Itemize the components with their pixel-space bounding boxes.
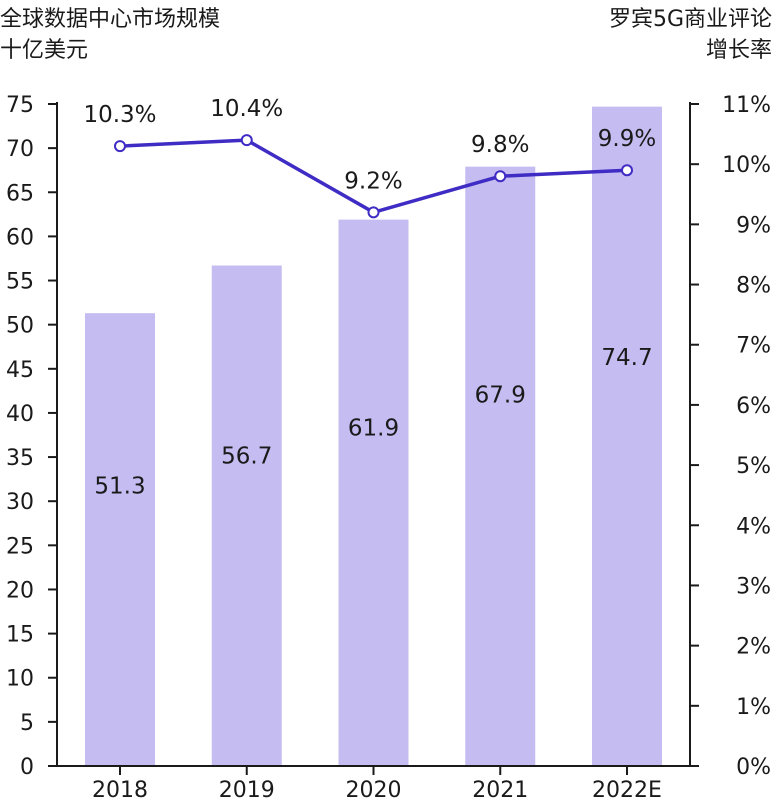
- line-label-2021: 9.8%: [471, 132, 529, 158]
- right-axis-ticks: 0% 1% 2% 3% 4% 5% 6% 7% 8% 9% 10% 11%: [690, 93, 771, 780]
- x-tick-label: 2020: [346, 778, 402, 803]
- x-tick-label: 2022E: [592, 778, 662, 803]
- bar-label-2022E: 74.7: [601, 345, 652, 371]
- bar-2021: [465, 166, 536, 767]
- left-tick-label: 35: [6, 446, 34, 471]
- right-tick-label: 3%: [736, 574, 771, 599]
- left-tick-label: 5: [20, 711, 34, 736]
- left-tick-label: 25: [6, 534, 34, 559]
- left-axis-unit: 十亿美元: [0, 38, 89, 63]
- line-point-2022E: [621, 164, 633, 177]
- left-tick-label: 70: [6, 137, 34, 162]
- line-point-2020: [367, 206, 380, 219]
- x-tick-label: 2019: [219, 778, 275, 803]
- bar-2019: [211, 265, 282, 766]
- right-tick-label: 5%: [736, 454, 771, 479]
- left-tick-label: 55: [6, 270, 34, 295]
- right-tick-label: 2%: [736, 635, 771, 660]
- left-axis-title: 全球数据中心市场规模 十亿美元: [0, 4, 220, 66]
- right-axis-unit: 增长率: [705, 38, 772, 63]
- left-tick-label: 60: [6, 225, 34, 250]
- left-tick-label: 15: [6, 623, 34, 648]
- left-tick-label: 65: [6, 181, 34, 206]
- x-tick-label: 2018: [92, 778, 148, 803]
- line-value-labels: 10.3% 10.4% 9.2% 9.8% 9.9%: [83, 96, 656, 194]
- line-series: [114, 134, 633, 219]
- left-tick-label: 40: [6, 402, 34, 427]
- line-point-2018: [114, 140, 126, 153]
- left-tick-label: 30: [6, 490, 34, 515]
- left-tick-label: 20: [6, 578, 34, 603]
- right-tick-label: 4%: [736, 514, 771, 539]
- left-tick-label: 75: [6, 93, 34, 118]
- bar-label-2018: 51.3: [94, 473, 145, 499]
- right-axis-title-text: 罗宾5G商业评论: [608, 7, 772, 32]
- x-axis-ticks: 2018 2019 2020 2021 2022E: [92, 766, 662, 803]
- right-tick-label: 7%: [736, 334, 771, 359]
- line-label-2018: 10.3%: [83, 102, 156, 128]
- right-tick-label: 8%: [736, 274, 771, 299]
- left-tick-label: 10: [6, 667, 34, 692]
- line-label-2020: 9.2%: [344, 168, 402, 194]
- bar-label-2020: 61.9: [348, 415, 399, 441]
- left-tick-label: 50: [6, 314, 34, 339]
- line-point-2019: [240, 134, 253, 147]
- bar-value-labels: 51.3 56.7 61.9 67.9 74.7: [94, 345, 652, 499]
- x-tick-label: 2021: [472, 778, 528, 803]
- right-tick-label: 11%: [722, 93, 771, 118]
- right-tick-label: 1%: [736, 695, 771, 720]
- right-tick-label: 0%: [736, 755, 771, 780]
- bar-2018: [85, 313, 155, 766]
- line-label-2022E: 9.9%: [598, 126, 656, 152]
- left-axis-title-text: 全球数据中心市场规模: [0, 7, 221, 32]
- left-axis-ticks: 0 5 10 15 20 25 30 35 40 45 50 55 60 65 70 75: [6, 93, 57, 780]
- bar-series: [85, 106, 662, 767]
- right-tick-label: 9%: [736, 213, 771, 238]
- line-point-2021: [494, 170, 507, 183]
- bar-label-2019: 56.7: [221, 444, 272, 470]
- right-tick-label: 6%: [736, 394, 771, 419]
- bar-2020: [338, 219, 409, 766]
- right-axis-title: 罗宾5G商业评论 增长率: [609, 4, 772, 66]
- bar-label-2021: 67.9: [475, 382, 526, 408]
- bar-2022E: [592, 106, 662, 766]
- line-label-2019: 10.4%: [210, 96, 283, 122]
- left-tick-label: 45: [6, 358, 34, 383]
- left-tick-label: 0: [20, 755, 34, 780]
- right-tick-label: 10%: [722, 153, 771, 178]
